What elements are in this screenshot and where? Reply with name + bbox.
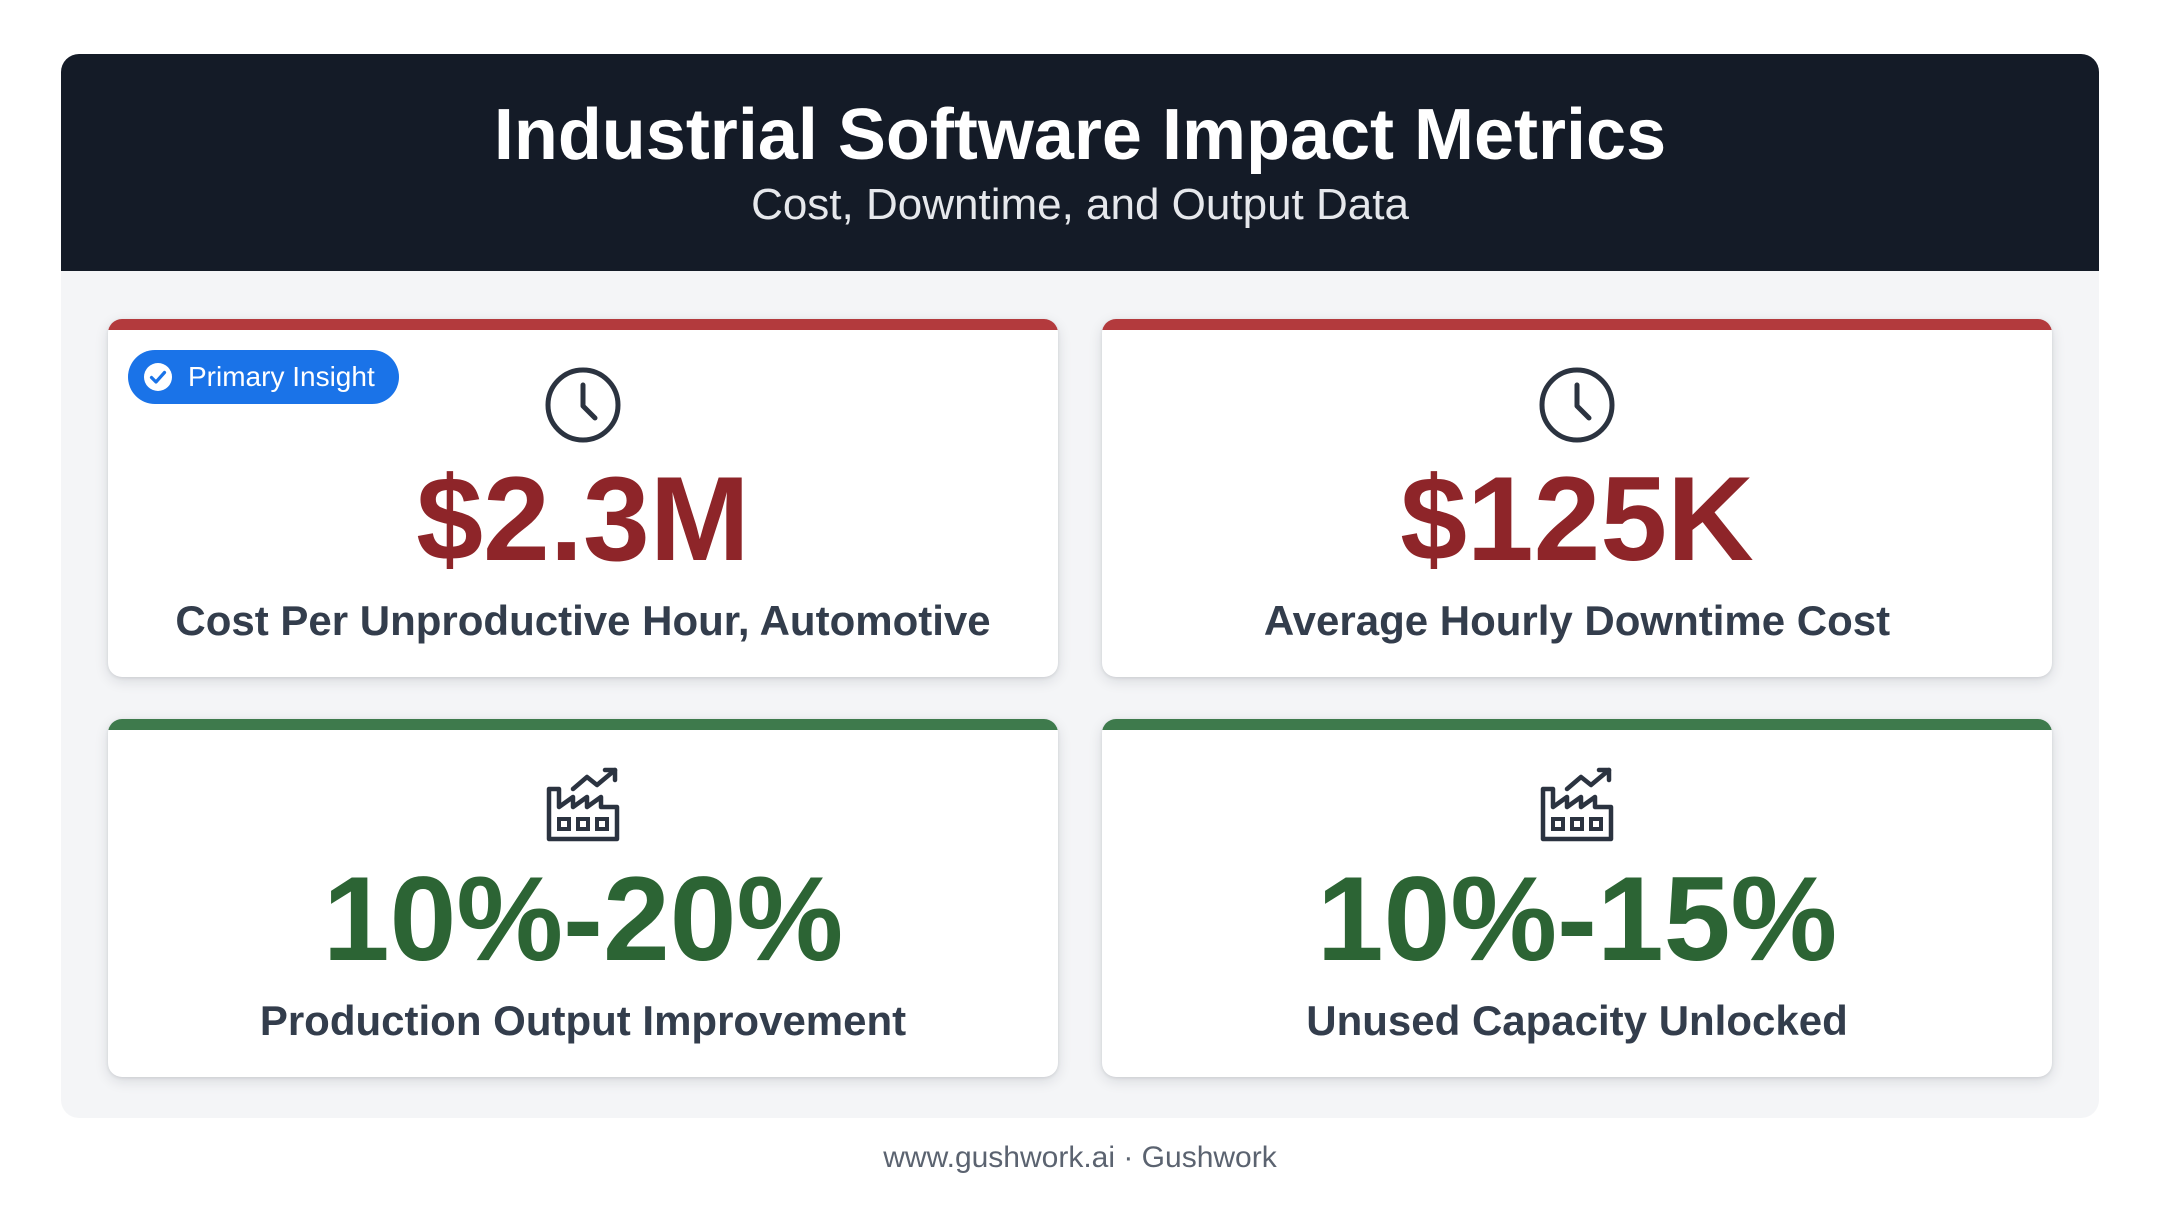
metric-value: $125K: [1400, 452, 1754, 586]
factory-growth-icon: [543, 765, 623, 845]
clock-icon: [543, 365, 623, 445]
metric-value: 10%-15%: [1316, 852, 1838, 986]
metric-label: Production Output Improvement: [259, 997, 907, 1044]
metric-value: 10%-20%: [322, 852, 844, 986]
card-accent-bar: [1102, 719, 2052, 730]
page-subtitle: Cost, Downtime, and Output Data: [751, 180, 1409, 229]
metric-value: $2.3M: [416, 452, 750, 586]
clock-icon: [1537, 365, 1617, 445]
page-title: Industrial Software Impact Metrics: [493, 95, 1667, 175]
factory-growth-icon: [1537, 765, 1617, 845]
card-accent-bar: [108, 319, 1058, 330]
metric-card-output-improvement: 10%-20% Production Output Improvement: [108, 719, 1058, 1077]
metric-label: Average Hourly Downtime Cost: [1263, 597, 1891, 644]
badge-label: Primary Insight: [188, 361, 375, 392]
metric-card-downtime-cost: $125K Average Hourly Downtime Cost: [1102, 319, 2052, 677]
card-accent-bar: [108, 719, 1058, 730]
metric-label: Unused Capacity Unlocked: [1306, 997, 1848, 1044]
footer-credit: www.gushwork.ai · Gushwork: [883, 1141, 1277, 1174]
metric-card-unused-capacity: 10%-15% Unused Capacity Unlocked: [1102, 719, 2052, 1077]
card-accent-bar: [1102, 319, 2052, 330]
metric-label: Cost Per Unproductive Hour, Automotive: [175, 597, 991, 644]
header-banner: Industrial Software Impact Metrics Cost,…: [61, 54, 2099, 271]
check-circle-icon: [142, 361, 174, 393]
metric-card-cost-per-hour: Primary Insight $2.3M Cost Per Unproduct…: [108, 319, 1058, 677]
metrics-panel: Industrial Software Impact Metrics Cost,…: [61, 54, 2099, 1118]
primary-insight-badge: Primary Insight: [128, 350, 399, 404]
